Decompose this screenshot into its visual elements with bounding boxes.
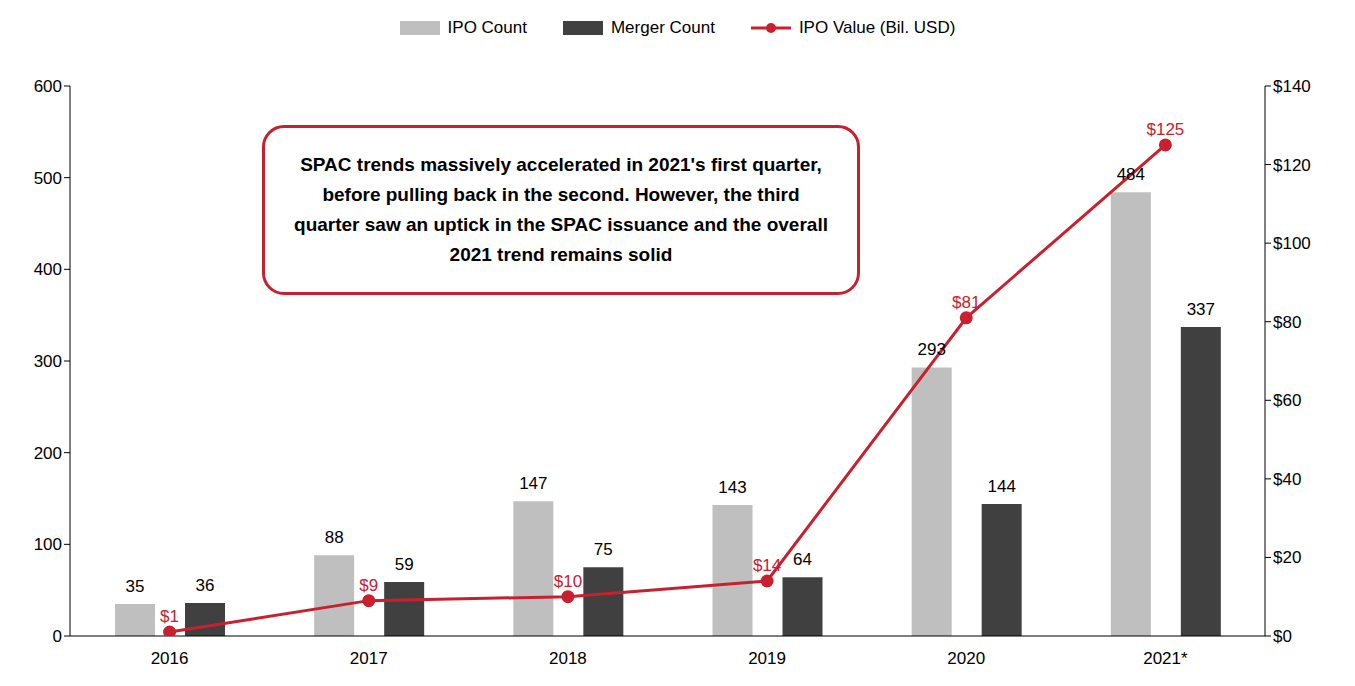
svg-text:100: 100 xyxy=(34,535,62,554)
svg-text:500: 500 xyxy=(34,169,62,188)
svg-text:2016: 2016 xyxy=(151,649,189,668)
svg-text:59: 59 xyxy=(395,555,414,574)
svg-text:35: 35 xyxy=(126,577,145,596)
svg-text:88: 88 xyxy=(325,528,344,547)
svg-text:64: 64 xyxy=(793,550,812,569)
svg-text:200: 200 xyxy=(34,444,62,463)
svg-text:2020: 2020 xyxy=(947,649,985,668)
svg-text:36: 36 xyxy=(196,576,215,595)
svg-text:147: 147 xyxy=(519,474,547,493)
svg-text:$100: $100 xyxy=(1273,234,1311,253)
svg-text:2021*: 2021* xyxy=(1143,649,1188,668)
svg-text:143: 143 xyxy=(718,478,746,497)
svg-text:400: 400 xyxy=(34,260,62,279)
svg-text:$125: $125 xyxy=(1147,120,1185,139)
svg-text:$140: $140 xyxy=(1273,77,1311,96)
svg-text:75: 75 xyxy=(594,540,613,559)
svg-text:$9: $9 xyxy=(359,576,378,595)
svg-text:2019: 2019 xyxy=(748,649,786,668)
svg-text:$14: $14 xyxy=(753,556,781,575)
svg-text:$120: $120 xyxy=(1273,156,1311,175)
svg-text:$10: $10 xyxy=(554,572,582,591)
svg-text:337: 337 xyxy=(1187,300,1215,319)
html-text:Merger Count: Merger Count xyxy=(611,18,715,37)
html-text:IPO Count: IPO Count xyxy=(447,18,527,37)
svg-text:144: 144 xyxy=(987,477,1015,496)
svg-text:$40: $40 xyxy=(1273,470,1301,489)
svg-text:2018: 2018 xyxy=(549,649,587,668)
svg-text:2017: 2017 xyxy=(350,649,388,668)
html-text:IPO Value (Bil. USD): IPO Value (Bil. USD) xyxy=(798,18,956,37)
svg-text:$60: $60 xyxy=(1273,391,1301,410)
svg-text:600: 600 xyxy=(34,77,62,96)
svg-text:$81: $81 xyxy=(952,293,980,312)
svg-text:0: 0 xyxy=(53,627,62,646)
svg-text:$20: $20 xyxy=(1273,548,1301,567)
html-text:SPAC trends massively accelera: SPAC trends massively accelerated in 202… xyxy=(294,154,828,265)
svg-text:$0: $0 xyxy=(1273,627,1292,646)
svg-text:300: 300 xyxy=(34,352,62,371)
svg-text:$80: $80 xyxy=(1273,313,1301,332)
svg-text:293: 293 xyxy=(917,340,945,359)
svg-text:484: 484 xyxy=(1117,165,1145,184)
svg-text:$1: $1 xyxy=(160,607,179,626)
